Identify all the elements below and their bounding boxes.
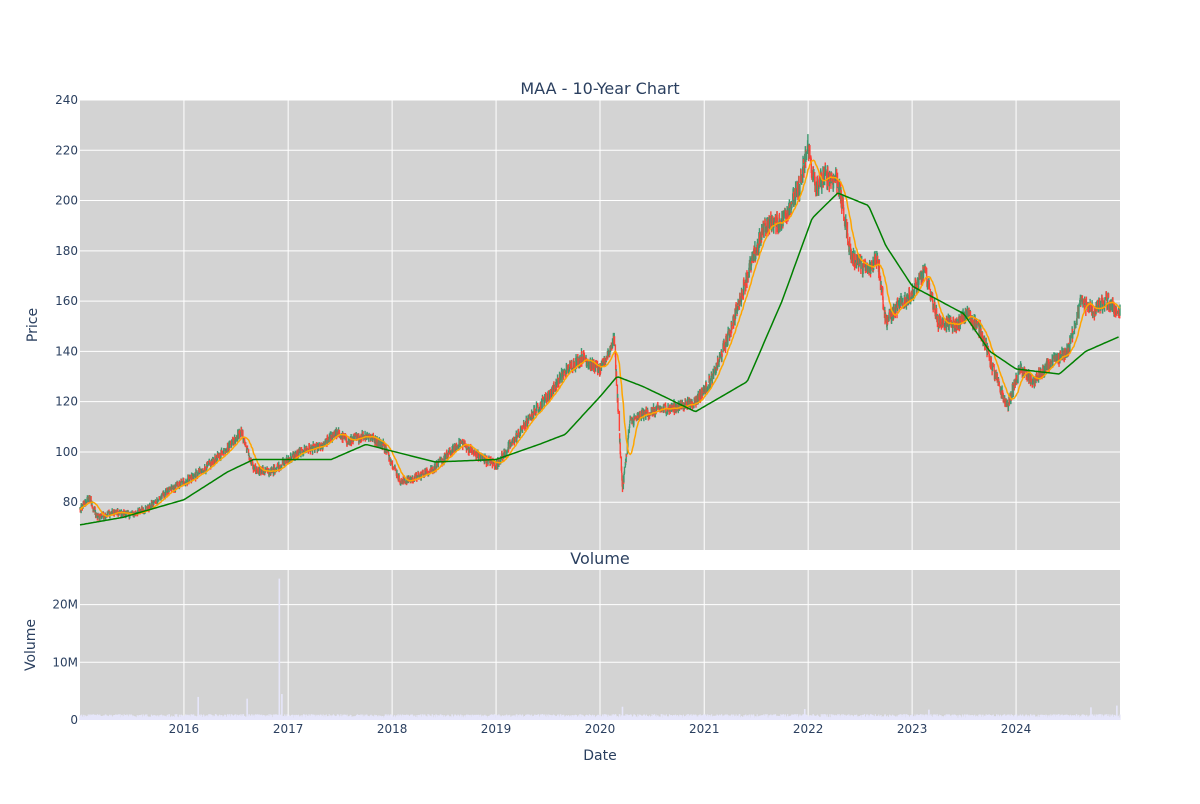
price-y-tick-label: 120 bbox=[55, 395, 78, 409]
price-y-tick-label: 220 bbox=[55, 143, 78, 157]
price-y-tick-label: 160 bbox=[55, 294, 78, 308]
price-chart-title: MAA - 10-Year Chart bbox=[520, 79, 679, 98]
price-y-tick-labels: 80 100 120 140 160 180 200 220 240 bbox=[55, 93, 78, 509]
price-y-tick-label: 80 bbox=[63, 495, 78, 509]
price-y-tick-label: 140 bbox=[55, 344, 78, 358]
price-y-axis-label: Price bbox=[25, 308, 41, 342]
price-y-tick-label: 180 bbox=[55, 244, 78, 258]
price-y-tick-label: 200 bbox=[55, 194, 78, 208]
price-y-tick-label: 100 bbox=[55, 445, 78, 459]
price-y-tick-label: 240 bbox=[55, 93, 78, 107]
